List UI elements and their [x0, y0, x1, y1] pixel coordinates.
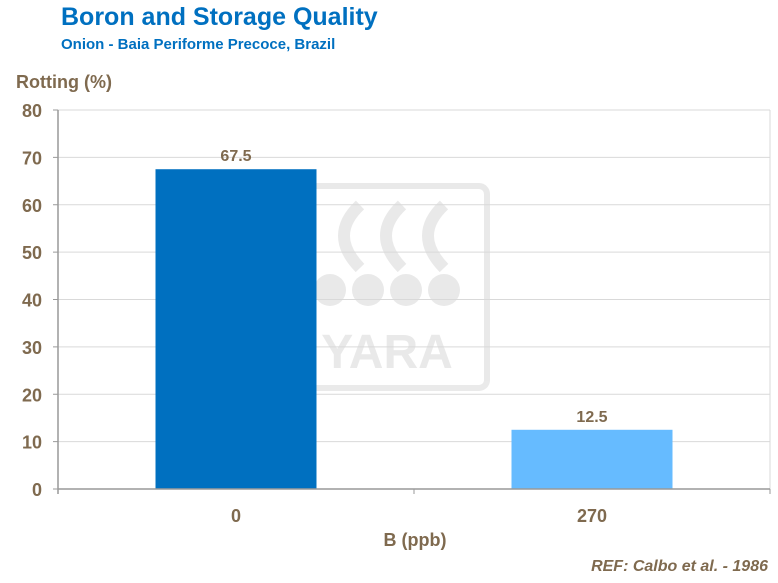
data-label: 67.5	[220, 148, 251, 165]
y-tick-label: 10	[22, 433, 42, 453]
chart-subtitle: Onion - Baia Periforme Precoce, Brazil	[61, 36, 336, 53]
x-axis-label: B (ppb)	[384, 530, 447, 550]
watermark-logo: YARA	[284, 183, 490, 391]
data-label: 12.5	[576, 409, 607, 426]
y-tick-label: 20	[22, 385, 42, 405]
y-tick-label: 30	[22, 338, 42, 358]
y-tick-label: 0	[32, 480, 42, 500]
reference: REF: Calbo et al. - 1986	[591, 558, 768, 575]
svg-text:YARA: YARA	[321, 326, 453, 379]
y-tick-label: 40	[22, 291, 42, 311]
x-tick-label: 270	[577, 506, 607, 526]
y-tick-label: 60	[22, 196, 42, 216]
bar	[155, 169, 317, 489]
y-tick-label: 80	[22, 101, 42, 121]
y-tick-label: 50	[22, 243, 42, 263]
y-tick-label: 70	[22, 148, 42, 168]
bar	[511, 429, 673, 489]
chart-title: Boron and Storage Quality	[61, 3, 378, 31]
y-axis-label: Rotting (%)	[16, 72, 112, 92]
x-tick-label: 0	[231, 506, 241, 526]
